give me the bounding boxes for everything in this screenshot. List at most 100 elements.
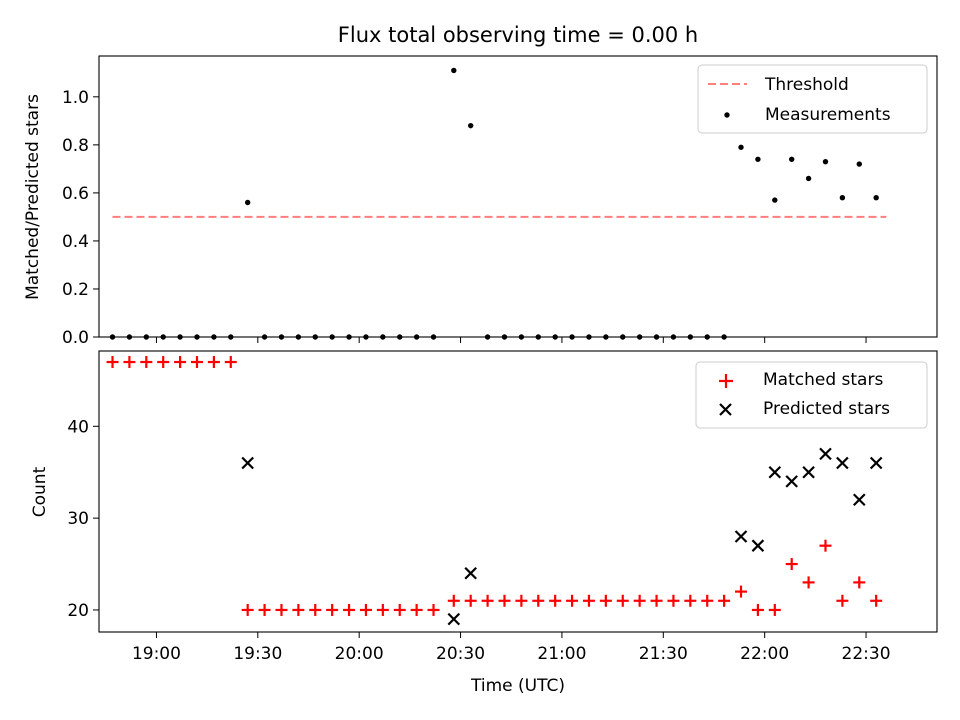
top-y-tick-label: 0.0 bbox=[62, 328, 89, 348]
measurement-point bbox=[755, 156, 761, 162]
matched-star-point bbox=[853, 576, 866, 589]
bottom-y-axis-label: Count bbox=[30, 466, 50, 517]
matched-star-point bbox=[464, 594, 477, 607]
matched-star-point bbox=[292, 603, 305, 616]
bottom-y-tick-label: 30 bbox=[67, 509, 89, 529]
measurement-point bbox=[244, 199, 251, 206]
predicted-star-point bbox=[751, 539, 765, 552]
matched-star-point bbox=[447, 594, 460, 607]
matched-star-point bbox=[190, 356, 203, 369]
measurement-point bbox=[451, 67, 457, 74]
measurement-point bbox=[467, 122, 474, 129]
x-tick-label: 21:00 bbox=[537, 644, 586, 664]
matched-star-point bbox=[376, 603, 389, 616]
matched-star-point bbox=[532, 594, 545, 607]
matched-star-point bbox=[701, 594, 714, 607]
matched-star-point bbox=[566, 594, 579, 607]
measurement-point bbox=[789, 156, 795, 162]
matched-star-point bbox=[393, 603, 406, 616]
matched-star-point bbox=[123, 356, 136, 369]
matched-star-point bbox=[174, 356, 187, 369]
measurement-point bbox=[839, 195, 846, 201]
bottom-panel: 20 30 40 19:00 19:30 20:00 20:30 21:00 21:30 22:… bbox=[30, 350, 938, 696]
bottom-y-tick-label: 40 bbox=[67, 417, 89, 437]
matched-star-point bbox=[481, 594, 494, 607]
x-tick-label: 22:00 bbox=[740, 644, 789, 664]
predicted-star-point bbox=[819, 447, 832, 461]
matched-star-point bbox=[650, 594, 663, 607]
predicted-star-point bbox=[734, 530, 748, 543]
matched-star-point bbox=[549, 594, 562, 607]
matched-star-point bbox=[735, 585, 748, 598]
chart-title: Flux total observing time = 0.00 h bbox=[338, 23, 698, 47]
matched-star-point bbox=[768, 603, 781, 616]
measurement-legend-dot-icon bbox=[724, 112, 730, 118]
matched-star-point bbox=[870, 594, 883, 607]
top-y-tick-label: 0.4 bbox=[62, 232, 89, 252]
legend-threshold-label: Threshold bbox=[764, 75, 849, 95]
matched-star-point bbox=[633, 594, 646, 607]
x-tick-label: 20:00 bbox=[335, 644, 384, 664]
matched-star-point bbox=[515, 594, 528, 607]
matched-star-point bbox=[802, 576, 815, 589]
top-y-tick-label: 1.0 bbox=[62, 88, 89, 108]
predicted-legend-x-icon bbox=[719, 403, 732, 416]
predicted-star-point bbox=[241, 456, 254, 470]
top-plot-area bbox=[109, 67, 887, 340]
legend-predicted-label: Predicted stars bbox=[763, 399, 890, 419]
top-legend-box bbox=[697, 64, 928, 134]
measurement-point bbox=[873, 195, 879, 201]
top-x-ticks bbox=[155, 337, 867, 343]
matched-star-point bbox=[106, 356, 119, 369]
top-panel: 0.0 0.2 0.4 0.6 0.8 1.0 Matched/Predicted sta… bbox=[23, 55, 938, 348]
measurement-point bbox=[822, 158, 829, 165]
bottom-x-ticks: 19:00 19:30 20:00 20:30 21:00 21:30 22:00 22:30 bbox=[132, 632, 891, 664]
bottom-legend-box bbox=[695, 361, 928, 429]
predicted-star-point bbox=[869, 456, 883, 470]
top-y-ticks: 0.0 0.2 0.4 0.6 0.8 1.0 bbox=[62, 88, 99, 348]
predicted-star-point bbox=[785, 475, 798, 488]
x-tick-label: 21:30 bbox=[639, 644, 688, 664]
matched-star-point bbox=[718, 594, 731, 607]
matched-star-point bbox=[140, 356, 153, 369]
matched-star-point bbox=[498, 594, 511, 607]
matched-star-point bbox=[836, 594, 849, 607]
matched-star-point bbox=[410, 603, 423, 616]
predicted-star-point bbox=[464, 566, 477, 580]
matched-star-point bbox=[599, 594, 612, 607]
matched-star-point bbox=[157, 356, 170, 369]
predicted-star-point bbox=[802, 465, 815, 479]
x-tick-label: 19:30 bbox=[233, 644, 282, 664]
predicted-star-point bbox=[853, 493, 866, 507]
measurement-point bbox=[805, 175, 812, 182]
top-y-tick-label: 0.2 bbox=[62, 280, 89, 300]
matched-star-point bbox=[224, 356, 237, 369]
matched-star-point bbox=[359, 603, 372, 616]
bottom-legend: Matched stars Predicted stars bbox=[695, 361, 928, 429]
matched-star-point bbox=[785, 558, 798, 571]
x-tick-label: 22:30 bbox=[842, 644, 891, 664]
top-legend: Threshold Measurements bbox=[697, 64, 928, 134]
matched-star-point bbox=[819, 539, 832, 552]
matched-star-point bbox=[258, 603, 271, 616]
matched-star-point bbox=[326, 603, 339, 616]
matched-star-point bbox=[207, 356, 220, 369]
measurement-point bbox=[738, 144, 744, 150]
x-tick-label: 20:30 bbox=[436, 644, 485, 664]
predicted-star-point bbox=[447, 612, 461, 626]
bottom-axes-frame bbox=[98, 350, 938, 633]
bottom-y-ticks: 20 30 40 bbox=[67, 417, 99, 621]
bottom-plot-area bbox=[106, 356, 883, 626]
matched-star-point bbox=[343, 603, 356, 616]
top-y-tick-label: 0.8 bbox=[62, 136, 89, 156]
predicted-star-point bbox=[768, 465, 782, 479]
x-tick-label: 19:00 bbox=[132, 644, 181, 664]
matched-star-point bbox=[684, 594, 697, 607]
matched-star-point bbox=[582, 594, 595, 607]
matched-star-point bbox=[275, 603, 288, 616]
legend-matched-label: Matched stars bbox=[763, 370, 883, 390]
matched-star-point bbox=[309, 603, 322, 616]
matched-legend-plus-icon bbox=[719, 374, 733, 388]
measurement-point bbox=[772, 197, 778, 203]
